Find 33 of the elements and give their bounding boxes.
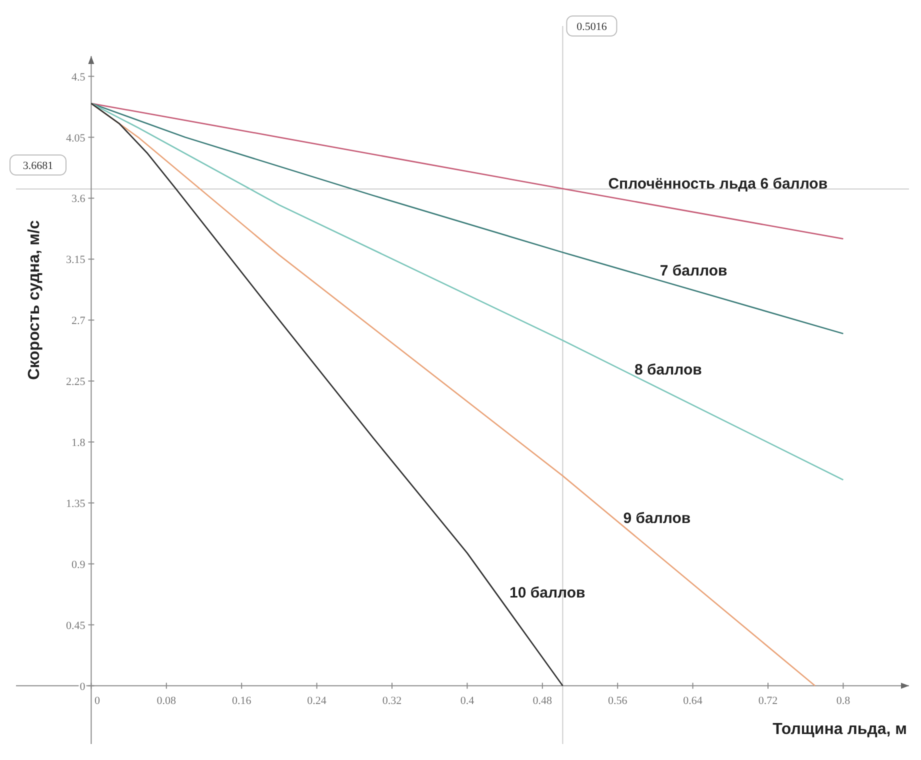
x-tick-label: 0.32 [382, 694, 402, 707]
line-series [90, 102, 844, 334]
y-tick-label: 2.25 [66, 376, 86, 388]
y-tick-label: 4.5 [71, 71, 86, 84]
x-tick-label: 0.72 [758, 694, 778, 707]
y-tick-label: 0.45 [66, 620, 86, 632]
x-tick-label: 0.08 [156, 694, 177, 707]
y-tick-label: 2.7 [71, 315, 86, 328]
y-tick-label: 0.9 [71, 558, 86, 571]
series-label: 8 баллов [634, 361, 702, 378]
line-series [90, 102, 844, 481]
x-tick-label: 0.8 [836, 694, 851, 707]
x-tick-label: 0.48 [532, 694, 553, 707]
y-tick-label: 1.8 [71, 436, 86, 449]
x-tick-label: 0.4 [460, 694, 475, 707]
series-label: Сплочённость льда 6 баллов [608, 176, 828, 193]
x-axis-title: Толщина льда, м [772, 720, 907, 738]
y-axis-title: Скорость судна, м/с [26, 220, 44, 380]
x-tick-label: 0.16 [232, 694, 252, 707]
x-tick-label: 0.56 [608, 694, 628, 707]
x-tick-label: 0.24 [307, 694, 327, 707]
y-tick-label: 4.05 [66, 132, 86, 144]
ref-line-label: 0.5016 [576, 21, 608, 33]
line-series [90, 102, 844, 240]
y-tick-label: 1.35 [66, 498, 86, 510]
x-tick-label: 0.64 [683, 694, 703, 707]
ref-line-label: 3.6681 [22, 160, 54, 172]
x-tick-label: 0 [94, 694, 100, 707]
y-tick-label: 3.6 [71, 193, 86, 206]
series-label: 7 баллов [660, 262, 728, 280]
series-label: 9 баллов [623, 510, 691, 528]
y-tick-label: 3.15 [66, 254, 86, 266]
series-label: 10 баллов [510, 584, 586, 602]
